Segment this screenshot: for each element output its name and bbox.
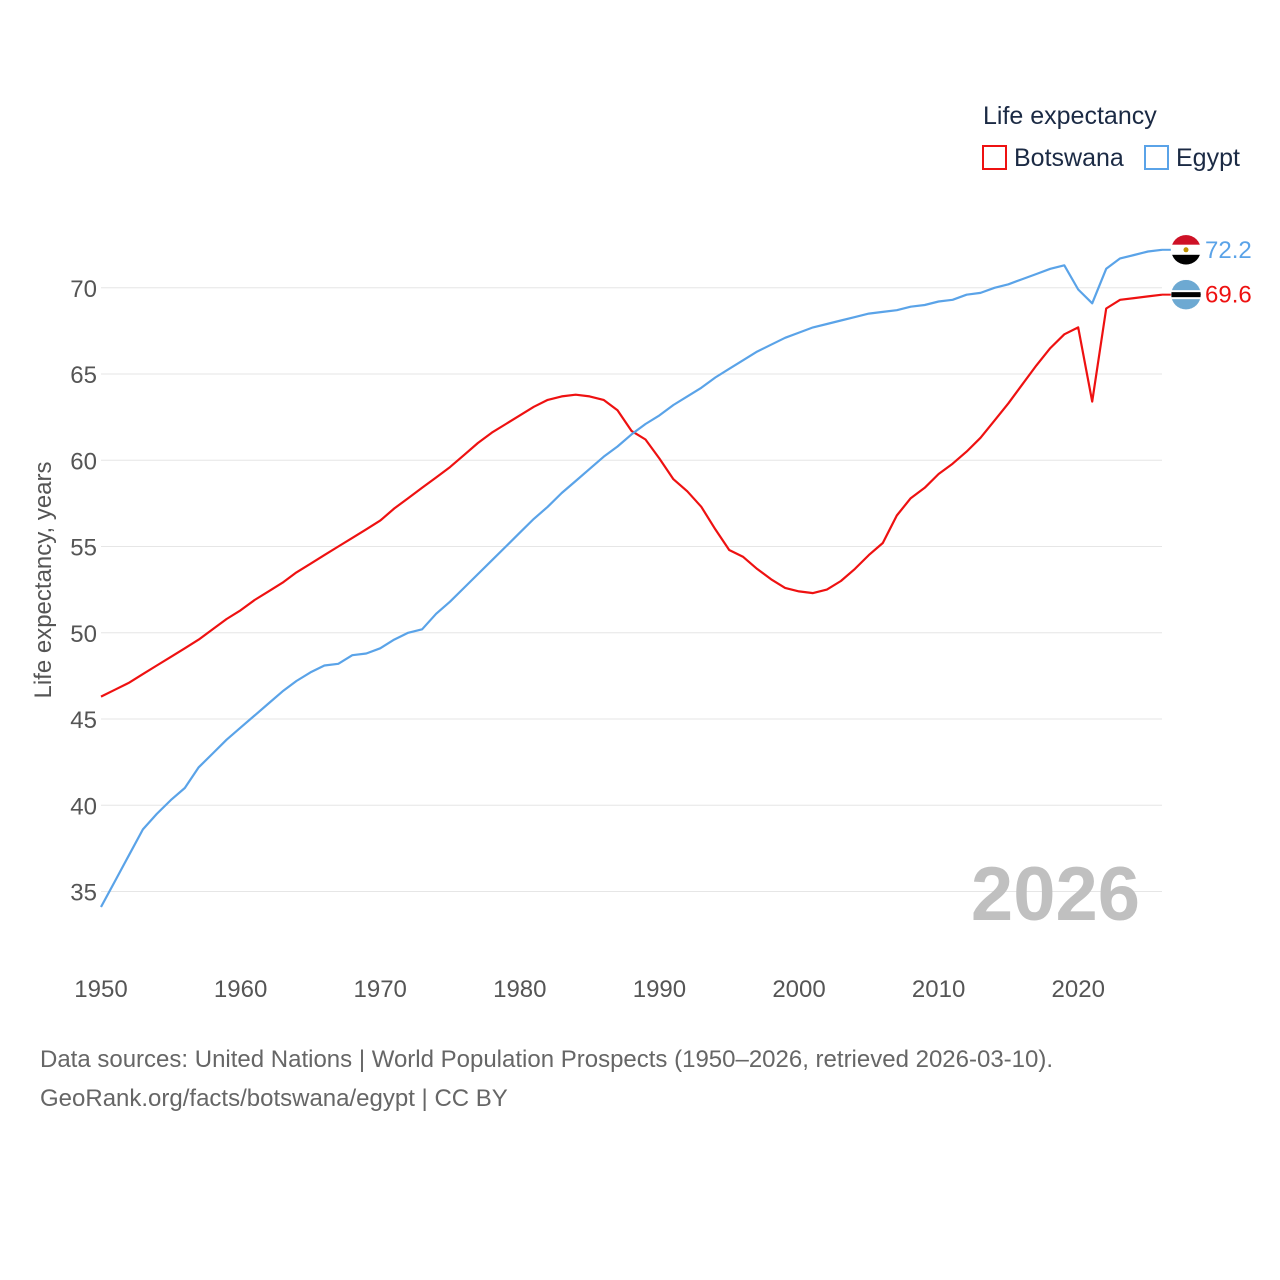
y-tick-label: 70 <box>70 276 97 303</box>
y-tick-label: 45 <box>70 707 97 734</box>
data-sources-text: Data sources: United Nations | World Pop… <box>40 1046 1054 1073</box>
credit-text[interactable]: GeoRank.org/facts/botswana/egypt | CC BY <box>40 1085 508 1112</box>
x-tick-label: 1990 <box>633 976 686 1003</box>
botswana-flag-icon <box>1170 279 1202 310</box>
x-tick-label: 1960 <box>214 976 267 1003</box>
legend-item-botswana[interactable]: Botswana <box>982 144 1124 172</box>
x-tick-label: 1970 <box>354 976 407 1003</box>
y-tick-label: 35 <box>70 880 97 907</box>
egypt-flag-icon <box>1170 234 1202 266</box>
legend: Life expectancy Botswana Egypt <box>982 102 1240 172</box>
y-tick-label: 50 <box>70 621 97 648</box>
y-tick-label: 65 <box>70 362 97 389</box>
x-tick-label: 1980 <box>493 976 546 1003</box>
life-expectancy-chart: 35 40 45 50 55 60 65 70 1950 1960 1970 1980 1990 200… <box>30 102 1252 1003</box>
legend-swatch-egypt <box>1144 145 1169 170</box>
legend-label-botswana: Botswana <box>1014 144 1124 172</box>
x-tick-label: 2000 <box>772 976 825 1003</box>
legend-title: Life expectancy <box>983 102 1157 130</box>
x-tick-label: 1950 <box>74 976 127 1003</box>
x-tick-label: 2020 <box>1052 976 1105 1003</box>
y-tick-label: 40 <box>70 793 97 820</box>
current-year-label: 2026 <box>971 852 1140 937</box>
series-line-egypt <box>100 248 1163 908</box>
end-value-label-botswana: 69.6 <box>1205 282 1252 309</box>
y-tick-label: 60 <box>70 448 97 475</box>
legend-swatch-botswana <box>982 145 1007 170</box>
y-tick-label: 55 <box>70 535 97 562</box>
series-line-botswana <box>100 293 1163 698</box>
y-axis-label: Life expectancy, years <box>30 461 57 698</box>
legend-label-egypt: Egypt <box>1176 144 1240 172</box>
end-value-label-egypt: 72.2 <box>1205 237 1252 264</box>
x-tick-label: 2010 <box>912 976 965 1003</box>
footer: Data sources: United Nations | World Pop… <box>40 1040 1240 1118</box>
legend-item-egypt[interactable]: Egypt <box>1144 144 1240 172</box>
